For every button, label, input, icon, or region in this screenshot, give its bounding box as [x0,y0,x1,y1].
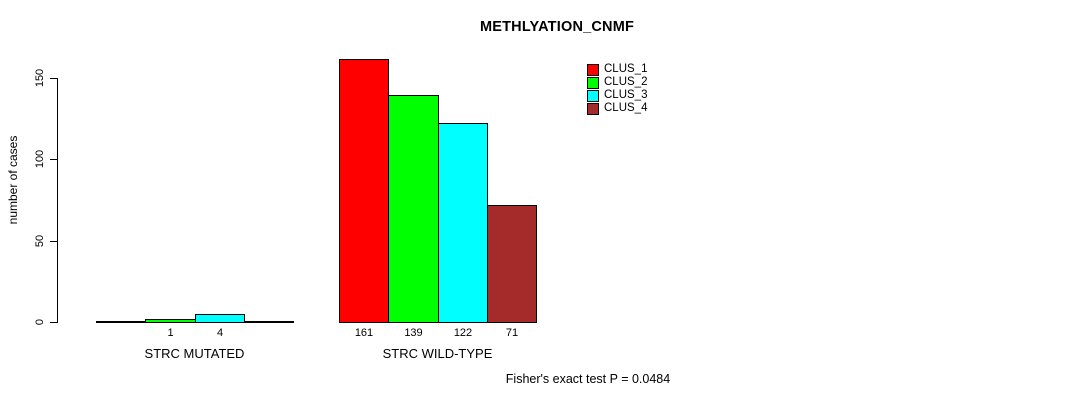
y-axis-tick [50,322,57,323]
chart-title: METHLYATION_CNMF [479,19,635,35]
bar-value-label: 1 [167,327,174,339]
legend-label: CLUS_2 [604,76,648,88]
y-axis-tick [50,241,57,242]
x-axis-group-label-strc-mutated: STRC MUTATED [144,346,245,361]
bar-clus-1-strc-mutated [96,321,146,323]
bar-clus-2-strc-wild-type [388,95,439,323]
legend-swatch-clus-2 [587,76,599,89]
legend-label: CLUS_1 [604,63,648,75]
y-axis-tick-label: 0 [34,318,46,326]
legend-item-clus-3: CLUS_3 [587,89,647,102]
legend-item-clus-2: CLUS_2 [587,76,647,89]
legend-item-clus-1: CLUS_1 [587,63,647,76]
y-axis-line [57,78,58,323]
bar-value-label: 122 [453,327,473,339]
legend-swatch-clus-1 [587,63,599,76]
legend: CLUS_1 CLUS_2 CLUS_3 CLUS_4 [587,63,647,115]
y-axis-tick-label: 150 [34,68,46,88]
x-axis-group-label-strc-wild-type: STRC WILD-TYPE [382,346,493,361]
bar-clus-3-strc-wild-type [438,123,488,323]
bar-value-label: 4 [216,327,224,339]
bar-value-label: 161 [354,327,374,339]
annotation-fisher-test: Fisher's exact test P = 0.0484 [505,372,671,386]
legend-swatch-clus-3 [587,89,599,102]
y-axis-tick [50,159,57,160]
bar-clus-4-strc-mutated [244,321,294,323]
bar-value-label: 139 [404,327,423,339]
y-axis-tick-label: 50 [34,234,46,248]
legend-swatch-clus-4 [587,102,599,115]
bar-clus-2-strc-mutated [145,319,196,323]
bar-clus-1-strc-wild-type [339,59,389,323]
legend-label: CLUS_3 [604,89,648,101]
bar-clus-3-strc-mutated [195,314,245,323]
y-axis-tick-label: 100 [34,149,46,169]
bar-clus-4-strc-wild-type [487,205,537,323]
legend-label: CLUS_4 [604,102,648,114]
y-axis-tick [50,78,57,79]
y-axis-title: number of cases [6,135,20,225]
legend-item-clus-4: CLUS_4 [587,102,647,115]
bar-value-label: 71 [505,327,519,339]
